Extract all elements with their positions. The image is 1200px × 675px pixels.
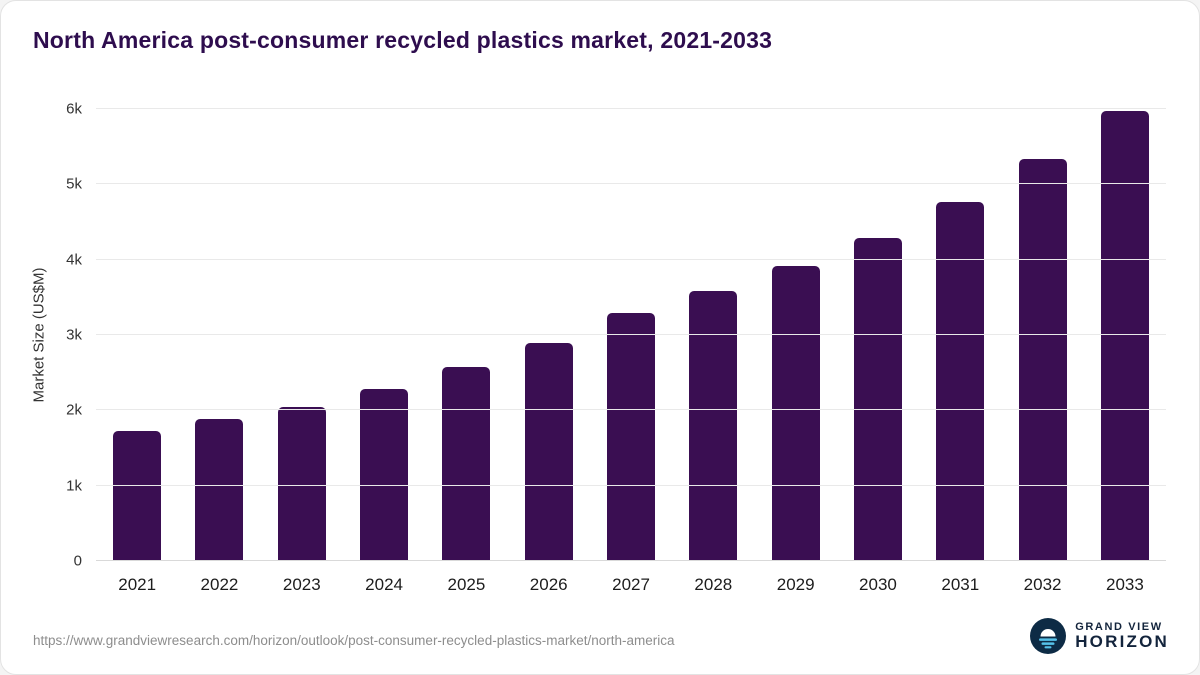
chart-title: North America post-consumer recycled pla… [33, 27, 773, 53]
gridline-0 [96, 560, 1166, 561]
gridline-4k [96, 258, 1166, 260]
y-tick-label-1k: 1k [66, 477, 82, 495]
bar-2024 [360, 388, 409, 561]
bar-slot-2033 [1084, 109, 1166, 561]
y-tick-label-2k: 2k [66, 401, 82, 419]
x-tick-label-2025: 2025 [447, 575, 486, 594]
bar-2029 [771, 265, 820, 561]
bar-2033 [1100, 110, 1149, 561]
x-tick-label-2028: 2028 [694, 575, 733, 594]
bar-2025 [442, 367, 491, 561]
bar-2028 [689, 290, 738, 561]
x-tick-label-2033: 2033 [1105, 575, 1144, 594]
x-axis-labels: 2021 2022 2023 2024 2025 2026 2027 2028 2029 2030… [96, 561, 1166, 595]
x-tick-label-2023: 2023 [282, 575, 321, 594]
plot-area: 2021 2022 2023 2024 2025 2026 2027 2028 2029 2030… [66, 102, 1166, 594]
brand-name-bottom: HORIZON [1075, 631, 1169, 651]
bar-slot-2030 [837, 109, 919, 561]
bar-slot-2021 [96, 109, 178, 561]
y-tick-label-3k: 3k [66, 326, 82, 344]
bar-2021 [113, 431, 162, 561]
gridline-5k [96, 183, 1166, 185]
bar-slot-2028 [672, 109, 754, 561]
bar-slot-2025 [425, 109, 507, 561]
bar-slot-2031 [919, 109, 1001, 561]
brand-logo: GRAND VIEW HORIZON [1030, 618, 1169, 654]
y-tick-label-4k: 4k [66, 251, 82, 269]
y-tick-label-5k: 5k [66, 175, 82, 193]
x-tick-label-2021: 2021 [118, 575, 157, 594]
x-tick-label-2032: 2032 [1023, 575, 1062, 594]
x-tick-label-2027: 2027 [612, 575, 650, 594]
bar-2022 [195, 419, 244, 561]
bars-row [96, 109, 1166, 561]
brand-logo-text: GRAND VIEW HORIZON [1075, 621, 1169, 652]
bar-slot-2023 [261, 109, 343, 561]
horizon-sun-icon [1030, 618, 1067, 654]
x-tick-label-2029: 2029 [776, 575, 815, 594]
bar-slot-2029 [755, 109, 837, 561]
gridline-3k [96, 334, 1166, 335]
bar-2023 [277, 406, 326, 561]
gridline-2k [96, 409, 1166, 411]
bar-slot-2032 [1001, 109, 1083, 561]
x-tick-label-2024: 2024 [365, 575, 403, 594]
bar-2030 [853, 237, 902, 561]
bar-2032 [1018, 159, 1067, 561]
x-tick-label-2030: 2030 [859, 575, 897, 594]
bar-slot-2027 [590, 109, 672, 561]
x-tick-label-2022: 2022 [200, 575, 239, 594]
y-tick-label-0: 0 [73, 552, 82, 570]
bar-slot-2026 [508, 109, 590, 561]
x-tick-label-2026: 2026 [529, 575, 568, 594]
bar-2031 [936, 202, 985, 561]
bar-slot-2024 [343, 109, 425, 561]
bar-2027 [607, 313, 656, 561]
gridline-1k [96, 484, 1166, 486]
source-url: https://www.grandviewresearch.com/horizo… [33, 633, 675, 648]
brand-name-top: GRAND VIEW [1075, 620, 1163, 633]
gridline-6k [96, 108, 1166, 109]
bar-slot-2022 [178, 109, 260, 561]
bar-2026 [524, 343, 573, 561]
x-tick-label-2031: 2031 [941, 575, 980, 594]
y-tick-label-6k: 6k [66, 100, 82, 118]
